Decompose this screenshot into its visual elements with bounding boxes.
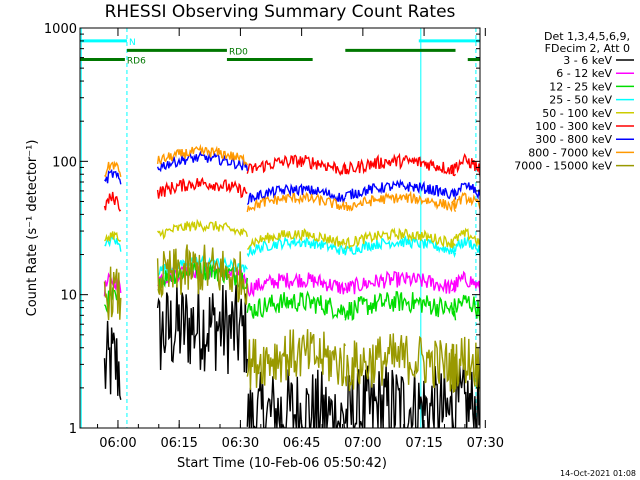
series-line-5 — [103, 152, 480, 212]
y-tick-label-2: 100 — [52, 155, 77, 170]
series-line-0 — [103, 283, 480, 428]
series-line-6 — [104, 150, 480, 206]
plot-area: N RD0 RD6 — [80, 28, 480, 428]
legend-label-8: 7000 - 15000 keV — [514, 160, 612, 173]
x-tick-label-3: 06:45 — [283, 436, 320, 451]
y-tick-label-0: 1 — [69, 422, 77, 437]
legend-label-0: 3 - 6 keV — [563, 54, 612, 67]
legend-label-4: 50 - 100 keV — [542, 107, 612, 120]
chart-title: RHESSI Observing Summary Count Rates — [105, 2, 456, 22]
y-axis-label: Count Rate (s⁻¹ detector⁻¹) — [25, 140, 40, 317]
annotation-label-0: N — [129, 38, 136, 48]
x-tick-label-5: 07:15 — [405, 436, 442, 451]
x-tick-label-0: 06:00 — [99, 436, 136, 451]
series-line-8 — [103, 244, 480, 393]
y-tick-label-3: 1000 — [44, 22, 77, 37]
y-tick-label-1: 10 — [60, 289, 77, 304]
annotation-label-1: RD0 — [229, 47, 248, 57]
x-tick-label-6: 07:30 — [467, 436, 504, 451]
plot-frame — [79, 27, 481, 429]
x-axis: 06:00 06:15 06:30 06:45 07:00 07:15 07:30 — [97, 28, 504, 451]
x-tick-label-1: 06:15 — [160, 436, 197, 451]
legend-label-7: 800 - 7000 keV — [528, 146, 612, 159]
y-axis: 1 10 100 1000 — [44, 22, 480, 437]
legend-label-6: 300 - 800 keV — [535, 133, 612, 146]
series-line-3 — [104, 232, 480, 277]
x-tick-label-4: 07:00 — [344, 436, 381, 451]
legend-header-1: FDecim 2, Att 0 — [545, 42, 630, 55]
series-line-7 — [104, 143, 480, 213]
annotation-label-2: RD6 — [127, 57, 146, 67]
series-line-4 — [104, 218, 480, 250]
legend-label-1: 6 - 12 keV — [556, 67, 612, 80]
legend-header-0: Det 1,3,4,5,6,9, — [544, 30, 630, 43]
legend-label-5: 100 - 300 keV — [535, 120, 612, 133]
legend-label-2: 12 - 25 keV — [549, 80, 612, 93]
legend: Det 1,3,4,5,6,9,FDecim 2, Att 03 - 6 keV… — [514, 30, 634, 173]
legend-label-3: 25 - 50 keV — [549, 94, 612, 107]
footer-timestamp: 14-Oct-2021 01:08 — [560, 469, 636, 478]
x-tick-label-2: 06:30 — [222, 436, 259, 451]
x-axis-label: Start Time (10-Feb-06 05:50:42) — [177, 456, 387, 471]
